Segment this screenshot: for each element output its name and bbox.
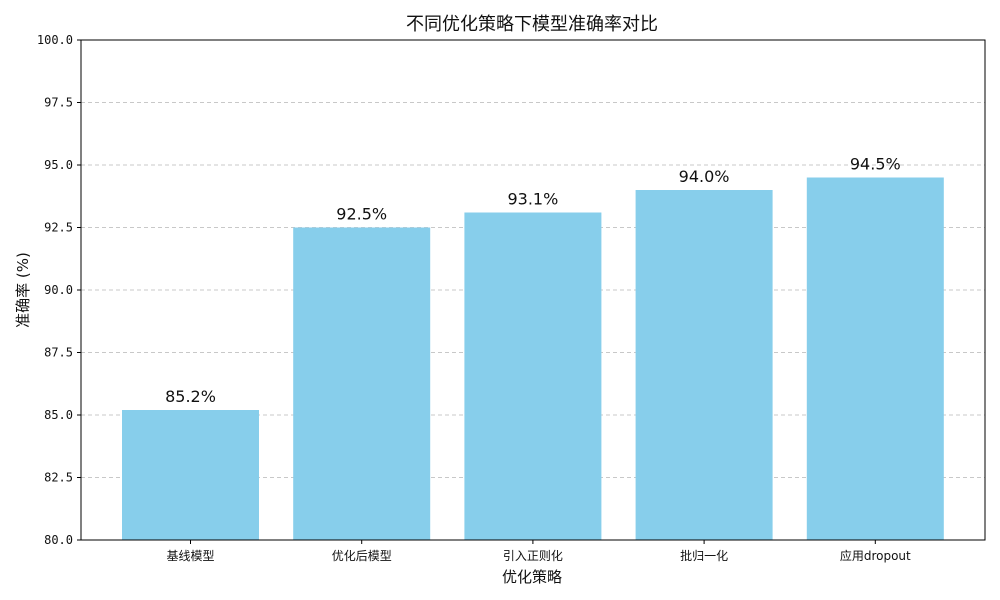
y-tick-label: 97.5 [44,96,73,110]
data-label: 94.0% [679,167,730,186]
y-tick-label: 100.0 [37,33,73,47]
x-tick-label: 批归一化 [680,548,728,563]
bars [122,177,944,540]
y-tick-label: 95.0 [44,158,73,172]
y-axis-label: 准确率 (%) [14,252,32,328]
data-label: 92.5% [336,205,387,224]
x-axis-label: 优化策略 [502,568,562,586]
y-tick-label: 82.5 [44,471,73,485]
x-tick-label: 应用dropout [840,548,911,563]
bar [806,177,944,540]
y-tick-label: 85.0 [44,408,73,422]
data-label: 93.1% [507,190,558,209]
y-tick-label: 92.5 [44,221,73,235]
x-tick-label: 基线模型 [166,549,214,563]
data-labels: 85.2% 92.5% 93.1% 94.0% 94.5% [165,155,901,407]
bar [122,410,259,540]
bar [293,227,431,540]
y-tick-label: 90.0 [44,283,73,297]
data-label: 85.2% [165,387,216,406]
bar [464,212,602,540]
x-tick-label: 引入正则化 [503,549,563,563]
bar [635,190,773,540]
data-label: 94.5% [850,155,901,174]
y-tick-label: 80.0 [44,533,73,547]
chart-title: 不同优化策略下模型准确率对比 [406,14,658,35]
x-axis-ticks: 基线模型 优化后模型 引入正则化 批归一化 应用dropout [166,540,911,563]
x-tick-label: 优化后模型 [332,549,392,563]
y-tick-label: 87.5 [44,346,73,360]
y-axis-ticks: 80.0 82.5 85.0 87.5 90.0 92.5 95.0 97.5 100.0 [37,33,81,547]
